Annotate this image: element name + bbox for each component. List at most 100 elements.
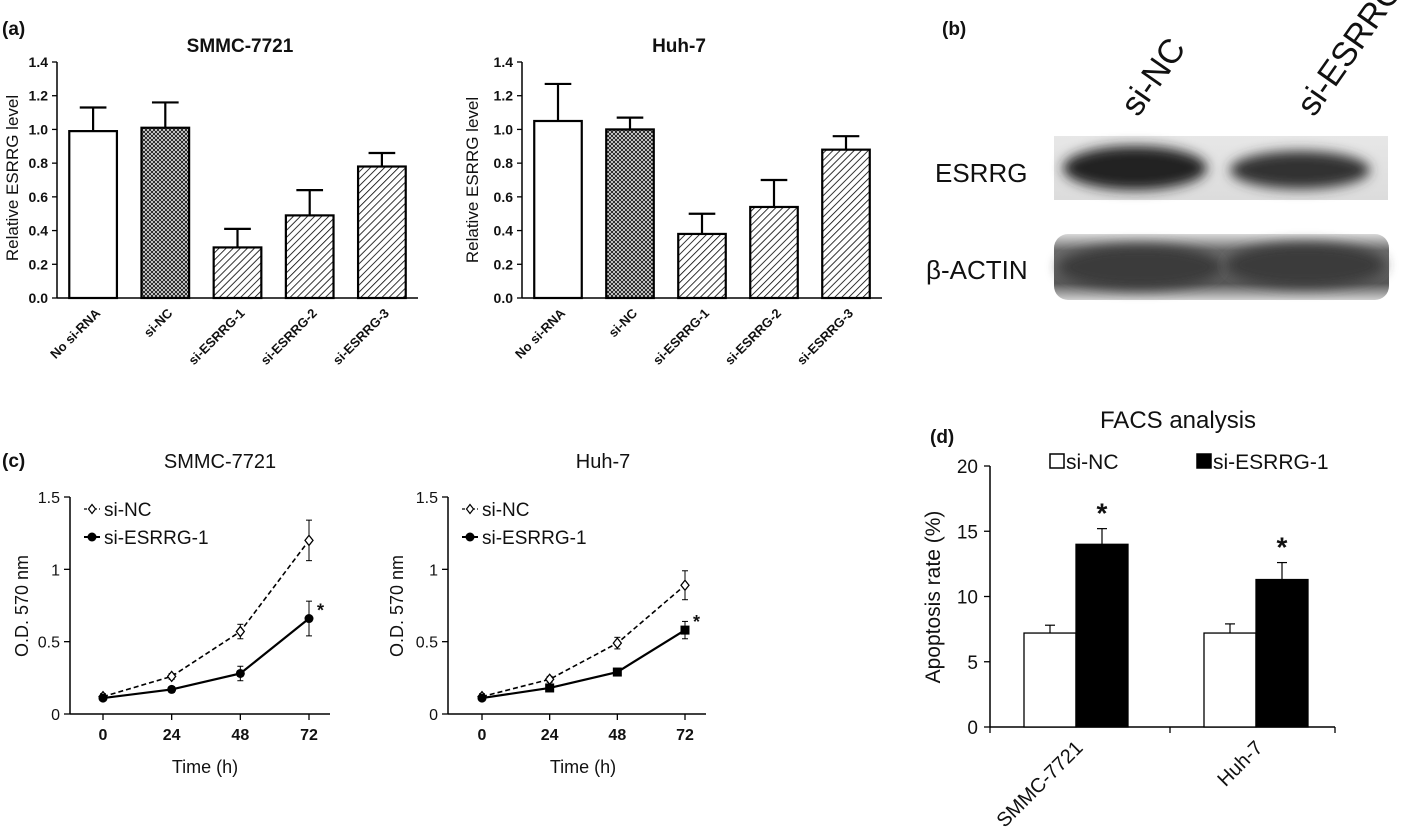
significance-star: * [693, 612, 700, 632]
series-line [481, 629, 686, 700]
x-tick-label: No si-RNA [47, 305, 103, 361]
bar-chart-a-smmc7721: SMMC-7721 Relative ESRRG level 0.0 0.2 0.4… [3, 36, 418, 368]
bar-chart-d-facs: FACS analysis Apoptosis rate (%) 0 5 10 15 2… [922, 407, 1336, 832]
x-tick-label: 48 [608, 727, 626, 744]
data-point [304, 534, 314, 547]
panel-label-d: (d) [930, 427, 954, 448]
data-point [235, 668, 245, 678]
y-tick-label: 1.5 [38, 490, 60, 507]
series-line [102, 617, 310, 700]
y-tick-label: 1.2 [494, 88, 514, 104]
chart-title: Huh-7 [652, 36, 706, 57]
y-tick-label: 0.2 [494, 256, 514, 272]
line-chart-c-smmc7721: SMMC-7721 O.D. 570 nm Time (h) 0 0.5 1 1.5 0… [12, 451, 330, 777]
x-tick-label: 0 [478, 727, 487, 744]
bar [677, 232, 727, 300]
data-point [477, 693, 487, 703]
bar [1023, 632, 1077, 728]
y-tick-label: 1.2 [29, 88, 49, 104]
y-tick-label: 20 [957, 457, 978, 478]
bar [1075, 543, 1129, 728]
data-point [545, 683, 555, 693]
legend-swatch [1049, 453, 1065, 469]
y-tick-label: 15 [957, 522, 978, 543]
x-axis-label: Time (h) [172, 757, 238, 777]
data-point [680, 579, 690, 592]
x-tick-label: si-ESRRG-2 [722, 306, 784, 368]
y-tick-label: 1.4 [494, 54, 514, 70]
y-tick-label: 0 [967, 718, 978, 739]
bar [68, 130, 119, 300]
y-tick-label: 0.8 [494, 155, 514, 171]
y-tick-label: 0.4 [494, 223, 514, 239]
legend-marker [87, 503, 97, 515]
bar [605, 128, 655, 300]
y-tick-label: 1.4 [29, 54, 49, 70]
legend-marker [87, 532, 97, 542]
actin-band-si-nc [1058, 245, 1222, 289]
chart-title: Huh-7 [576, 451, 630, 473]
bar [284, 214, 335, 300]
esrrg-band-si-esrrg-1 [1230, 151, 1370, 189]
y-axis-label: Relative ESRRG level [463, 97, 482, 263]
data-point [304, 614, 314, 624]
y-tick-label: 1.5 [416, 490, 438, 507]
y-tick-label: 5 [967, 653, 978, 674]
panel-label-a: (a) [2, 19, 25, 40]
panel-label-b: (b) [942, 19, 966, 40]
bar [533, 119, 583, 300]
legend-label: si-ESRRG-1 [482, 528, 587, 549]
x-tick-label: si-NC [606, 305, 641, 340]
y-tick-label: 1 [429, 562, 438, 579]
blot-lane-label: si-NC [1113, 31, 1193, 122]
significance-star: * [1277, 532, 1288, 563]
y-axis-label: O.D. 570 nm [387, 555, 407, 657]
x-axis-label: Time (h) [550, 757, 616, 777]
y-tick-label: 0.5 [38, 635, 60, 652]
bar [1255, 578, 1309, 728]
significance-star: * [317, 601, 324, 621]
legend-label: si-NC [482, 500, 530, 521]
x-tick-label: si-NC [141, 305, 176, 340]
data-point [167, 684, 177, 694]
esrrg-band-si-nc [1063, 146, 1207, 190]
legend-swatch [1196, 453, 1212, 469]
legend-label: si-ESRRG-1 [1213, 451, 1329, 474]
x-tick-label: 0 [99, 727, 108, 744]
y-tick-label: 0 [429, 707, 438, 724]
legend-label: si-ESRRG-1 [104, 528, 209, 549]
x-tick-label: No si-RNA [512, 305, 568, 361]
y-axis-label: O.D. 570 nm [12, 555, 32, 657]
x-tick-label: si-ESRRG-2 [258, 306, 320, 368]
y-tick-label: 0 [51, 707, 60, 724]
data-point [166, 670, 177, 683]
y-tick-label: 0.0 [494, 290, 514, 306]
x-tick-label: 72 [300, 727, 318, 744]
data-point [612, 637, 623, 650]
blot-row-label: ESRRG [935, 158, 1027, 188]
y-tick-label: 10 [957, 588, 978, 609]
series-line [102, 539, 310, 698]
legend-marker [465, 532, 475, 542]
y-tick-label: 1.0 [29, 121, 49, 137]
chart-title: SMMC-7721 [164, 451, 276, 473]
x-tick-label: Huh-7 [1213, 737, 1267, 791]
y-tick-label: 0.2 [29, 256, 49, 272]
y-axis-label: Apoptosis rate (%) [922, 511, 945, 684]
bar [1203, 632, 1257, 728]
blot-lane-label: si-ESRRG-1 [1289, 0, 1411, 123]
x-tick-label: SMMC-7721 [993, 737, 1088, 832]
legend-label: si-NC [1066, 451, 1119, 474]
x-tick-label: 24 [541, 727, 559, 744]
bar [212, 246, 263, 300]
data-point [98, 693, 108, 703]
y-tick-label: 0.5 [416, 635, 438, 652]
y-tick-label: 1.0 [494, 121, 514, 137]
data-point [544, 673, 555, 686]
y-tick-label: 1 [51, 562, 60, 579]
data-point [235, 625, 246, 638]
bar [749, 205, 799, 300]
y-tick-label: 0.6 [29, 189, 49, 205]
bar [821, 148, 871, 300]
